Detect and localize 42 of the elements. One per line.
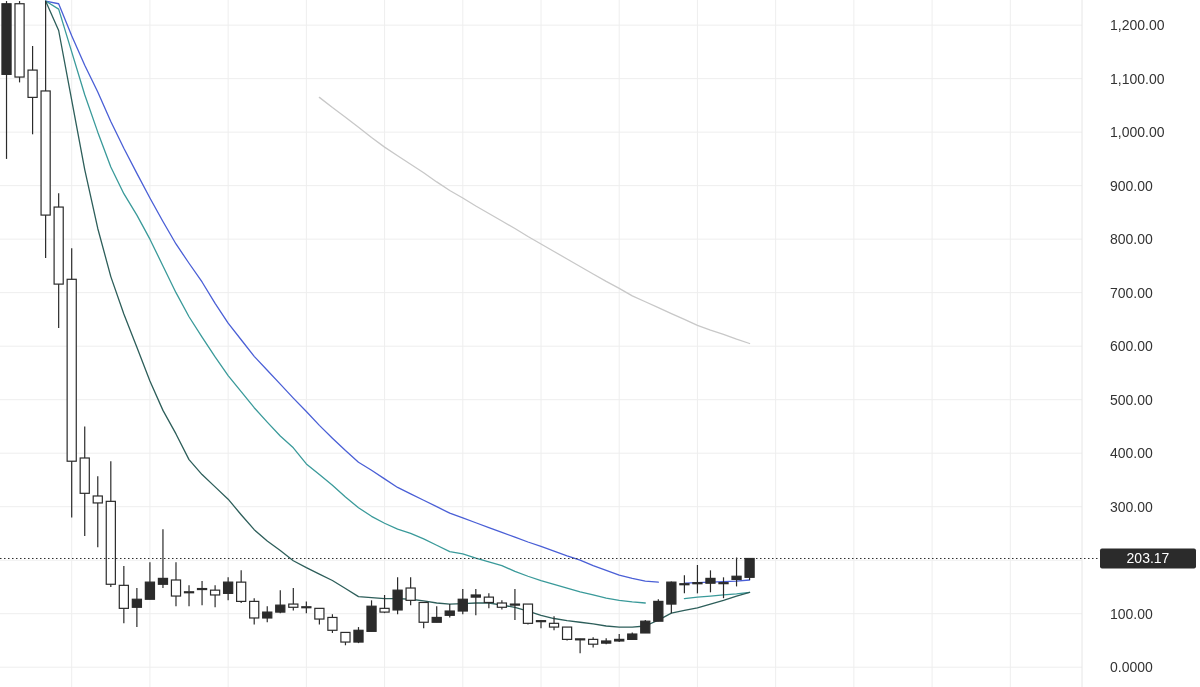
candlestick [183, 584, 195, 607]
candlestick [222, 576, 234, 601]
candlestick [418, 601, 429, 629]
candlestick [118, 565, 130, 624]
candlestick [574, 638, 586, 654]
candlestick [170, 561, 182, 607]
candlestick [679, 574, 690, 594]
y-tick-label: 300.00 [1110, 498, 1154, 515]
candlestick [470, 588, 481, 616]
y-tick-label: 400.00 [1110, 445, 1154, 462]
candlestick [288, 587, 299, 612]
candlestick [718, 576, 729, 599]
candlestick [131, 587, 143, 628]
candlestick [196, 580, 208, 606]
ref-line-label: 203.17 [1126, 550, 1170, 567]
candlestick [692, 564, 703, 594]
candlestick [548, 615, 560, 631]
candlestick [666, 581, 677, 614]
candlestick [327, 613, 338, 634]
candlestick [392, 576, 403, 615]
candlestick [405, 576, 416, 606]
candlestick [209, 584, 221, 608]
y-tick-label: 1,100.00 [1110, 70, 1165, 87]
candlestick [144, 561, 156, 600]
line-series [318, 96, 751, 345]
y-tick-label: 800.00 [1110, 231, 1154, 248]
candlestick [249, 597, 260, 625]
candlestick [705, 569, 716, 593]
y-tick-label: 600.00 [1110, 338, 1154, 355]
y-tick-label: 700.00 [1110, 284, 1154, 301]
y-tick-label: 1,000.00 [1110, 124, 1165, 141]
y-tick-label: 1,200.00 [1110, 17, 1165, 34]
y-tick-label: 100.00 [1110, 605, 1154, 622]
candlestick [236, 569, 247, 604]
candlestick [653, 598, 664, 622]
y-tick-label: 0.0000 [1110, 659, 1154, 676]
candlestick [535, 619, 547, 629]
candlestick [457, 588, 468, 615]
y-tick-label: 500.00 [1110, 391, 1154, 408]
candlestick [92, 475, 103, 548]
candlestick [509, 588, 521, 621]
y-tick-label: 900.00 [1110, 177, 1154, 194]
